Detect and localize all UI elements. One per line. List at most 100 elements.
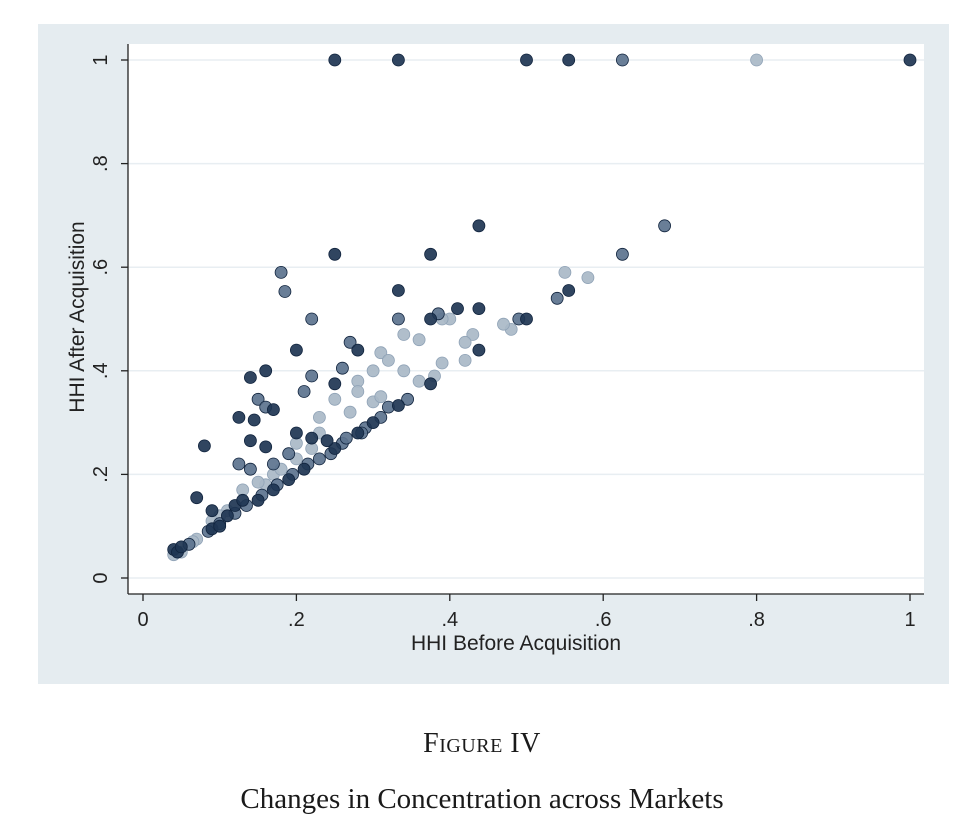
- data-point: [343, 335, 357, 349]
- data-point: [351, 385, 365, 398]
- data-point: [297, 385, 311, 398]
- data-point: [458, 335, 472, 349]
- axes: 0 .2 .4 .6 .8 1 0 .2 .4 .6 .8 1: [90, 44, 924, 631]
- data-point: [458, 353, 472, 367]
- x-tick-label: .6: [595, 609, 612, 631]
- data-point: [328, 442, 342, 455]
- data-point: [374, 346, 388, 360]
- data-point: [550, 291, 564, 305]
- data-point: [251, 392, 265, 406]
- data-point: [366, 364, 380, 378]
- data-point: [616, 247, 629, 261]
- data-point: [520, 53, 533, 67]
- data-point: [451, 302, 464, 316]
- data-point: [343, 405, 357, 419]
- data-point: [562, 284, 576, 297]
- data-point: [750, 53, 763, 67]
- data-point: [320, 434, 334, 448]
- y-tick-label: 0: [90, 572, 112, 583]
- data-point: [328, 377, 342, 391]
- data-point: [305, 312, 319, 326]
- data-point: [472, 302, 486, 316]
- data-point: [351, 343, 365, 357]
- data-point: [312, 410, 326, 424]
- data-point: [282, 473, 296, 487]
- data-point: [366, 416, 380, 430]
- data-point: [266, 483, 280, 497]
- data-point: [412, 333, 426, 347]
- data-point: [251, 493, 265, 507]
- data-point: [397, 328, 411, 341]
- y-tick-label: 1: [90, 54, 112, 65]
- scatter-chart: 0 .2 .4 .6 .8 1 0 .2 .4 .6 .8 1 HHI Before Acquisit…: [66, 44, 924, 655]
- data-point: [266, 403, 280, 417]
- data-point: [391, 53, 405, 67]
- data-point: [197, 439, 211, 453]
- data-point: [472, 343, 486, 357]
- data-point: [259, 440, 273, 454]
- data-point: [289, 343, 303, 357]
- data-point: [220, 509, 234, 523]
- data-point: [381, 353, 395, 367]
- data-point: [243, 462, 257, 476]
- data-point: [424, 247, 438, 261]
- data-point: [401, 392, 415, 406]
- data-point: [424, 377, 438, 391]
- data-point: [328, 392, 342, 406]
- data-point: [328, 53, 342, 67]
- x-tick-label: .8: [748, 609, 765, 631]
- data-point: [278, 285, 292, 298]
- data-point: [374, 390, 388, 404]
- data-point: [251, 475, 265, 489]
- y-tick-label: .8: [90, 155, 112, 172]
- data-point: [562, 53, 576, 67]
- data-point: [243, 371, 257, 384]
- data-point: [335, 361, 349, 375]
- figure-label: Figure IV: [423, 728, 541, 759]
- data-point: [397, 364, 411, 378]
- data-point: [328, 247, 342, 261]
- x-tick-label: 1: [904, 609, 915, 631]
- data-point: [236, 493, 250, 507]
- data-point: [282, 447, 296, 461]
- data-point: [289, 426, 303, 440]
- data-point: [472, 219, 486, 233]
- data-point: [213, 519, 227, 533]
- data-point: [391, 284, 405, 297]
- data-point: [205, 504, 219, 518]
- data-point: [435, 356, 449, 370]
- y-axis-title: HHI After Acquisition: [66, 221, 89, 412]
- data-point: [903, 53, 917, 67]
- data-points: [167, 53, 917, 562]
- data-point: [274, 265, 288, 279]
- x-tick-label: .4: [441, 609, 458, 631]
- data-point: [497, 317, 510, 331]
- data-point: [351, 426, 365, 440]
- data-point: [616, 53, 629, 67]
- data-point: [312, 452, 326, 466]
- data-point: [232, 457, 246, 471]
- data-point: [658, 219, 671, 233]
- data-point: [243, 434, 257, 448]
- data-point: [174, 540, 188, 554]
- x-axis-title: HHI Before Acquisition: [411, 632, 621, 655]
- data-point: [305, 369, 319, 383]
- data-point: [558, 265, 572, 279]
- data-point: [266, 457, 280, 471]
- figure-title: Changes in Concentration across Markets: [240, 783, 724, 815]
- data-point: [520, 312, 533, 326]
- data-point: [339, 431, 353, 445]
- data-point: [391, 312, 405, 326]
- data-point: [259, 364, 273, 378]
- y-tick-label: .4: [90, 362, 112, 379]
- data-point: [247, 413, 261, 427]
- data-point: [391, 399, 405, 412]
- y-tick-label: .2: [90, 466, 112, 483]
- y-tick-label: .6: [90, 259, 112, 276]
- data-point: [581, 271, 595, 285]
- x-tick-label: 0: [137, 609, 148, 631]
- data-point: [305, 431, 319, 445]
- data-point: [412, 374, 426, 388]
- data-point: [190, 491, 204, 505]
- data-point: [297, 462, 311, 476]
